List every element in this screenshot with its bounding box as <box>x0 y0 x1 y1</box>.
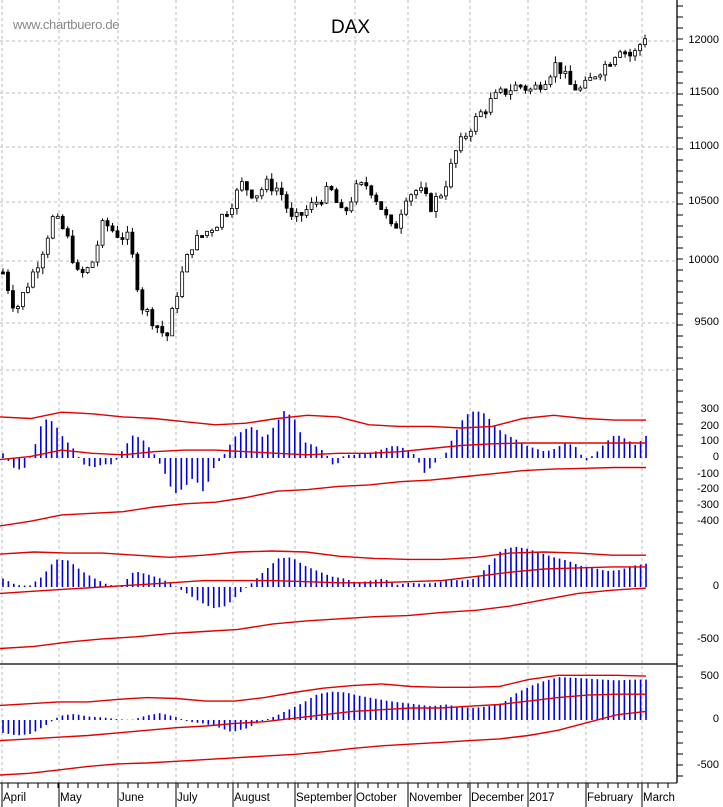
month-label: April <box>3 792 27 804</box>
watermark: www.chartbuero.de <box>13 17 120 32</box>
month-label: October <box>356 792 397 804</box>
month-label: 2017 <box>529 792 555 804</box>
month-label: July <box>177 792 198 804</box>
month-label: February <box>587 792 634 804</box>
month-label: December <box>471 792 525 804</box>
oscillator-3-axis-tick-label: 500 <box>700 670 719 682</box>
month-label: May <box>60 792 82 804</box>
oscillator-2-axis-tick-label: -500 <box>696 633 719 645</box>
oscillator-1-axis-tick-label: -300 <box>696 499 719 511</box>
month-label: March <box>643 792 675 804</box>
oscillator-3-axis-tick-label: -500 <box>696 759 719 771</box>
oscillator-1-axis-tick-label: -400 <box>696 515 719 527</box>
oscillator-2-axis-tick-label: 0 <box>712 580 719 592</box>
chart-title: DAX <box>331 17 371 38</box>
price-candlesticks <box>1 34 647 342</box>
month-label: June <box>119 792 144 804</box>
grid-lines <box>0 0 677 783</box>
oscillator-1-axis-tick-label: 200 <box>700 420 719 432</box>
price-axis-tick-label: 9500 <box>694 316 719 328</box>
oscillator-1-axis-tick-label: 300 <box>700 403 719 415</box>
oscillator-1-axis-tick-label: 0 <box>712 451 719 463</box>
month-label: September <box>296 792 353 804</box>
month-label: August <box>234 792 270 804</box>
axes <box>0 0 683 807</box>
oscillator-1-axis-tick-label: -200 <box>696 483 719 495</box>
price-axis-tick-label: 10000 <box>688 254 719 266</box>
oscillator-3-axis-tick-label: 0 <box>712 713 719 725</box>
month-label: November <box>409 792 463 804</box>
price-axis-tick-label: 11500 <box>689 86 719 98</box>
oscillator-3-panel <box>0 674 647 776</box>
oscillator-2-panel <box>0 546 647 650</box>
oscillator-1-axis-tick-label: 100 <box>700 435 719 447</box>
price-axis-tick-label: 11000 <box>689 140 719 152</box>
price-axis-tick-label: 12000 <box>688 34 719 46</box>
price-axis-tick-label: 10500 <box>688 195 719 207</box>
oscillator-1-axis-tick-label: -100 <box>696 468 719 480</box>
oscillator-1-panel <box>0 411 647 527</box>
